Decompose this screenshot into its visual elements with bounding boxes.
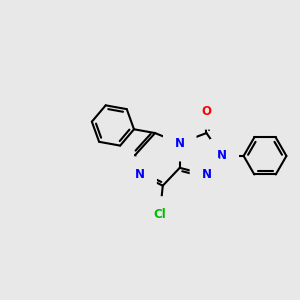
Text: N: N — [135, 168, 145, 181]
Text: O: O — [202, 105, 212, 118]
Text: Cl: Cl — [153, 208, 166, 221]
Text: N: N — [217, 149, 227, 162]
Text: N: N — [175, 137, 185, 150]
Text: N: N — [202, 168, 212, 181]
